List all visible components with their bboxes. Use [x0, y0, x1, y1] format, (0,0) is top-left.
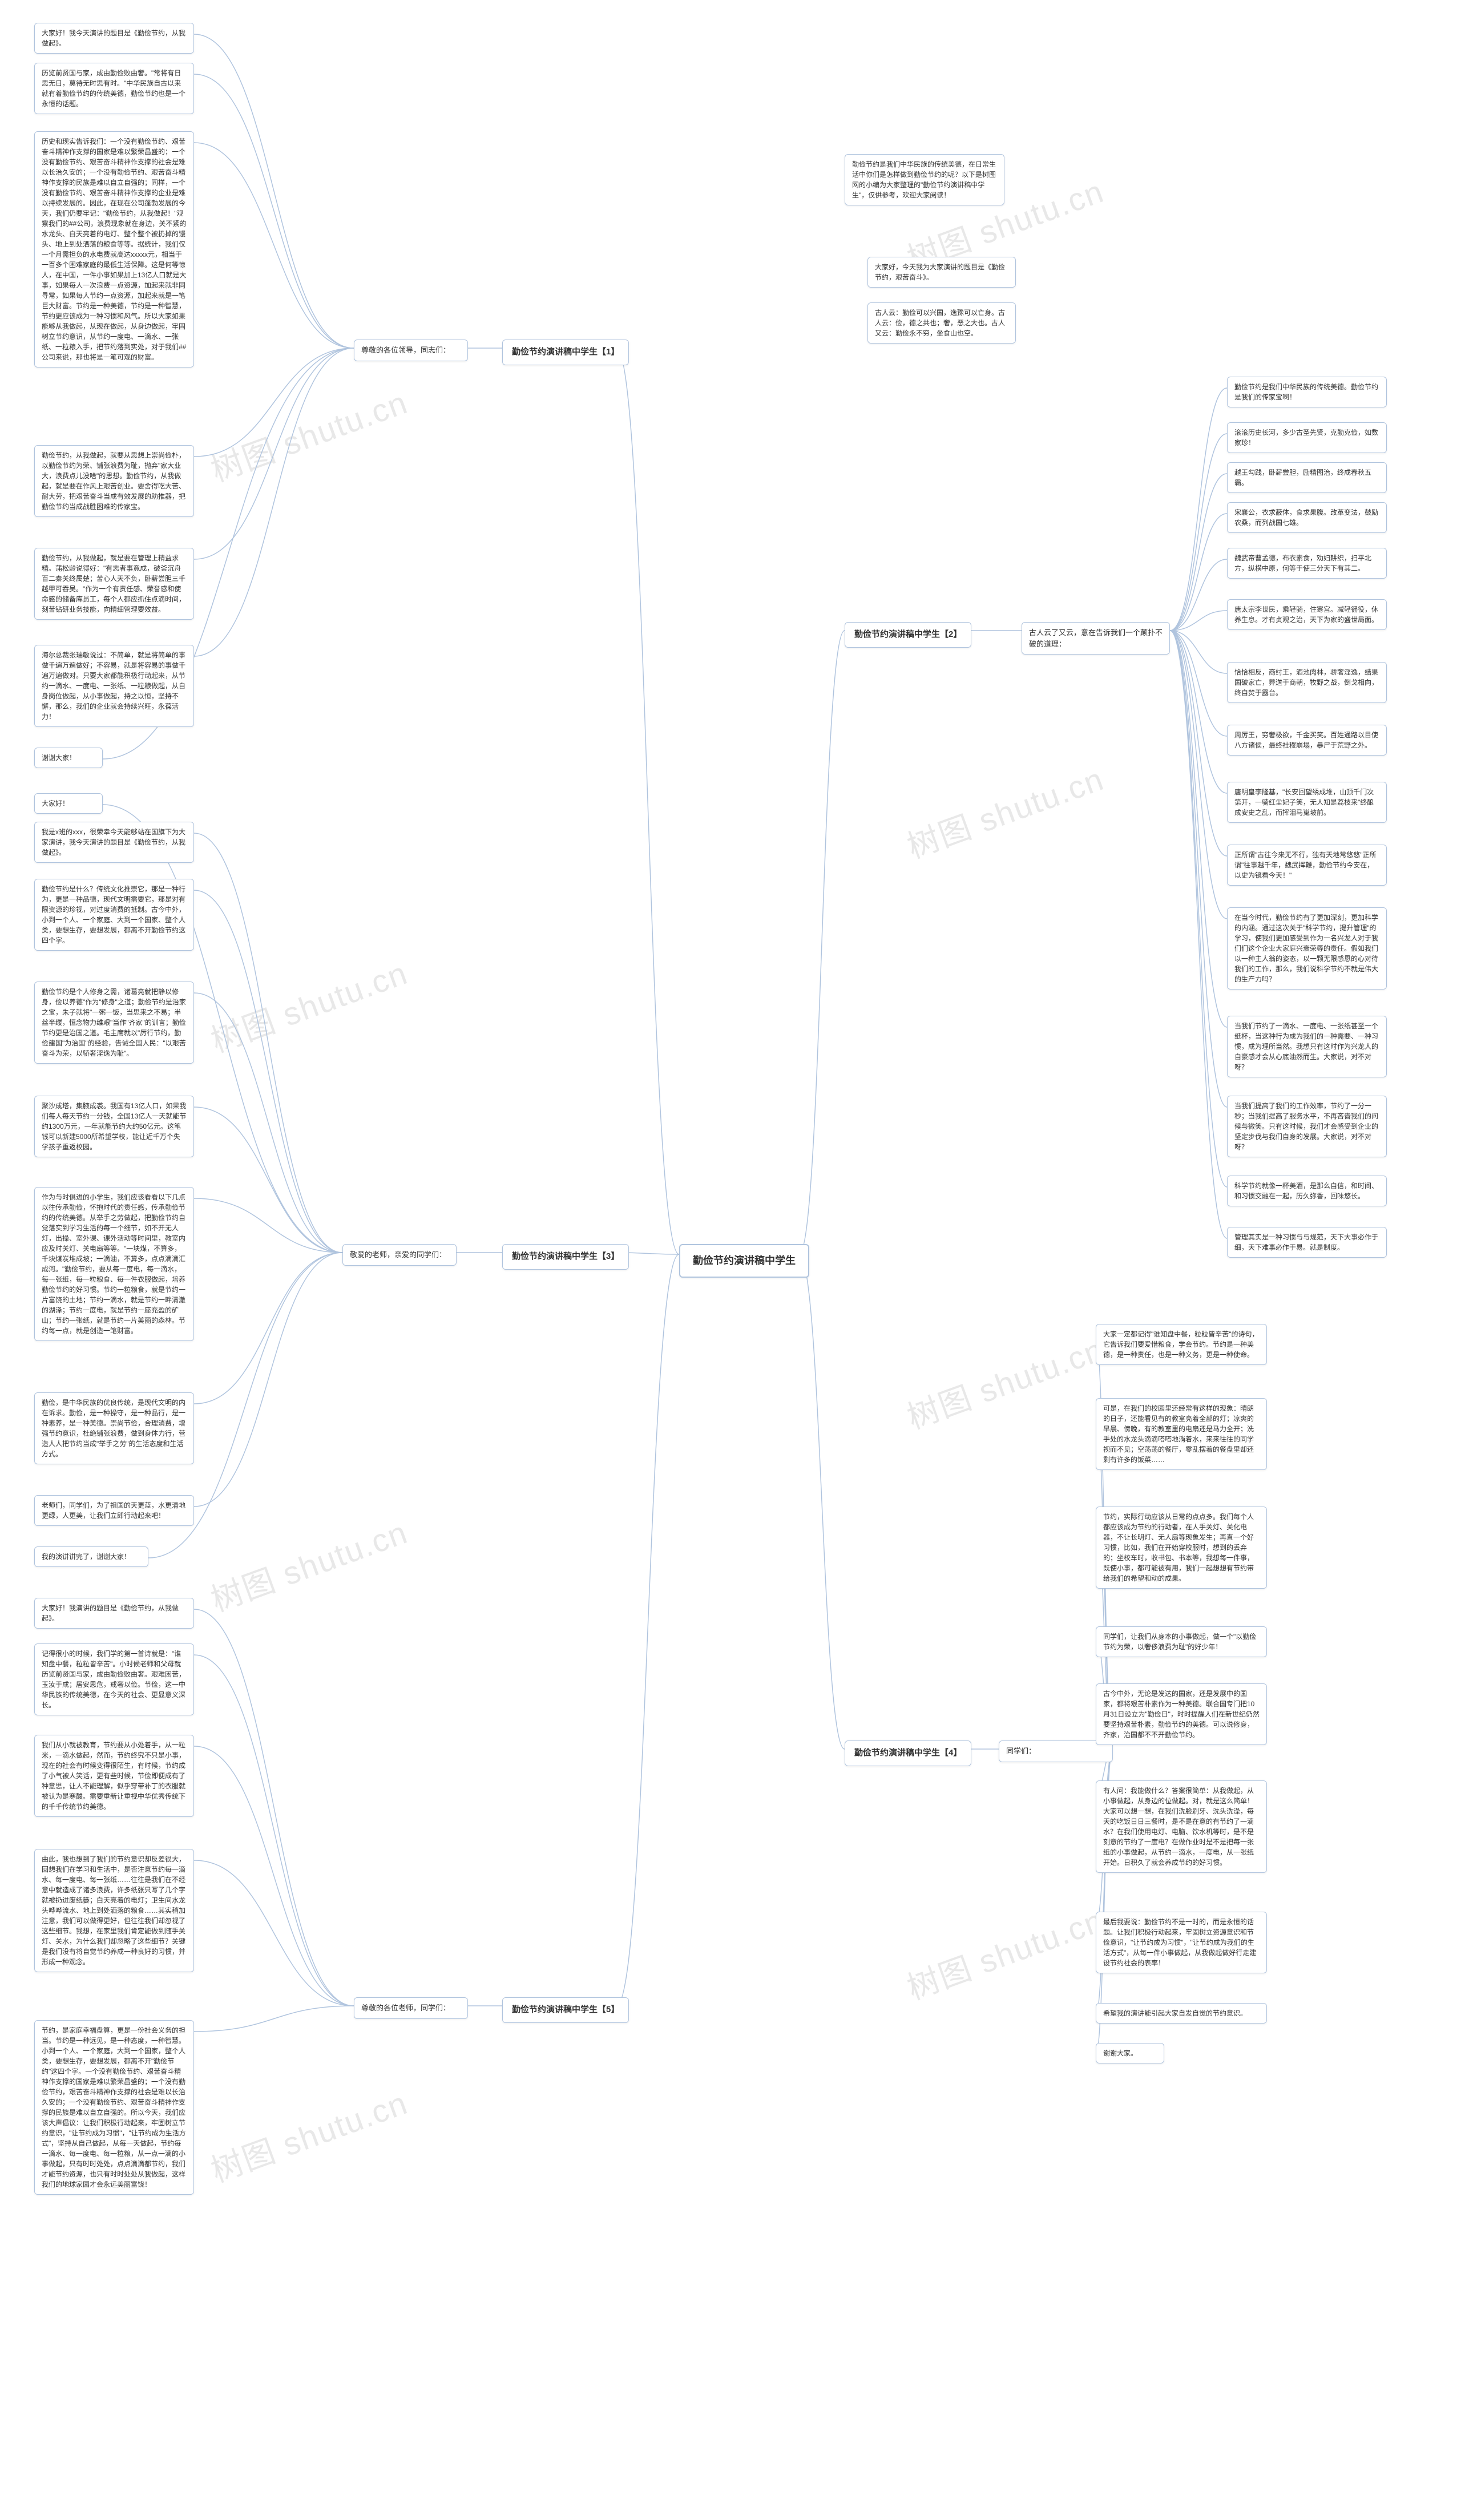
leaf-b2-6: 恰恰相反，商纣王，酒池肉林，骄奢淫逸，结果国破家亡，葬送于商朝，牧野之战，倒戈相…: [1227, 662, 1387, 703]
intro-b2-1: 大家好，今天我为大家演讲的题目是《勤俭节约，艰苦奋斗》。: [867, 257, 1016, 288]
leaf-b3-0: 大家好！: [34, 793, 103, 814]
leaf-b1-5: 海尔总裁张瑞敏说过：不简单，就是将简单的事做千遍万遍做好；不容易，就是将容易的事…: [34, 645, 194, 727]
leaf-b4-0: 大家一定都记得"谁知盘中餐，粒粒皆辛苦"的诗句，它告诉我们要爱惜粮食，学会节约。…: [1096, 1324, 1267, 1365]
center-node: 勤俭节约演讲稿中学生: [679, 1244, 809, 1278]
leaf-b3-3: 勤俭节约是个人修身之需，诸葛亮就把静以修身，俭以养德"作为"修身"之道；勤俭节约…: [34, 982, 194, 1064]
leaf-b5-4: 节约，是家庭幸福盘算，更是一份社会义务的担当。节约是一种远见，是一种态度，一种智…: [34, 2020, 194, 2195]
intro-b2-0: 勤俭节约是我们中华民族的传统美德，在日常生活中你们是怎样做到勤俭节约的呢？以下是…: [845, 154, 1004, 205]
leaf-b2-1: 滚滚历史长河，多少古圣先贤，克勤克俭，如数家珍！: [1227, 422, 1387, 453]
leaf-b1-0: 大家好！我今天演讲的题目是《勤俭节约，从我做起》。: [34, 23, 194, 54]
branch-b1: 勤俭节约演讲稿中学生【1】: [502, 340, 629, 365]
sub-b5: 尊敬的各位老师，同学们：: [354, 1997, 468, 2019]
leaf-b2-10: 在当今时代，勤俭节约有了更加深刻，更加科学的内涵。通过这次关于"科学节约，提升管…: [1227, 907, 1387, 990]
leaf-b3-7: 老师们，同学们，为了祖国的天更蓝，水更清地更绿，人更美，让我们立即行动起来吧！: [34, 1495, 194, 1526]
intro-b2-2: 古人云：勤俭可以兴国，逸豫可以亡身。古人云：俭，德之共也；奢，恶之大也。古人又云…: [867, 302, 1016, 344]
sub-b2: 古人云了又云，意在告诉我们一个颠扑不破的道理：: [1022, 622, 1170, 655]
watermark: 树图 shutu.cn: [900, 1324, 1109, 1439]
leaf-b1-2: 历史和现实告诉我们：一个没有勤俭节约、艰苦奋斗精神作支撑的国家是难以繁荣昌盛的；…: [34, 131, 194, 368]
leaf-b2-9: 正所谓"古往今来无不行，独有天地常悠悠"正所谓"往事越千年，魏武挥鞭，勤俭节约今…: [1227, 845, 1387, 886]
leaf-b2-14: 管理其实是一种习惯与与规范，天下大事必作于细，天下难事必作于易。就是制度。: [1227, 1227, 1387, 1258]
branch-b5: 勤俭节约演讲稿中学生【5】: [502, 1997, 629, 2023]
leaf-b3-4: 聚沙成塔，集腋成裘。我国有13亿人口，如果我们每人每天节约一分钱，全国13亿人一…: [34, 1096, 194, 1157]
leaf-b2-4: 魏武帝曹孟德，布衣素食，劝妇耕织，扫平北方，纵横中原，何等于使三分天下有其二。: [1227, 548, 1387, 579]
leaf-b5-3: 由此，我也想到了我们的节约意识却反差很大，回想我们在学习和生活中，是否注意节约每…: [34, 1849, 194, 1972]
watermark: 树图 shutu.cn: [204, 377, 413, 491]
leaf-b2-8: 唐明皇李隆基，"长安回望绣成堆，山顶千门次第开，一骑红尘妃子笑，无人知是荔枝来"…: [1227, 782, 1387, 823]
leaf-b4-4: 古今中外，无论是发达的国家，还是发展中的国家，都将艰苦朴素作为一种美德。联合国专…: [1096, 1683, 1267, 1745]
leaf-b1-3: 勤俭节约，从我做起，就要从思想上崇尚俭朴，以勤俭节约为荣、铺张浪费为耻，抛弃"家…: [34, 445, 194, 517]
leaf-b2-12: 当我们提高了我们的工作效率，节约了一分一秒；当我们提高了服务水平，不再吝啬我们的…: [1227, 1096, 1387, 1157]
leaf-b4-7: 希望我的演讲能引起大家自发自觉的节约意识。: [1096, 2003, 1267, 2024]
branch-b3: 勤俭节约演讲稿中学生【3】: [502, 1244, 629, 1270]
leaf-b2-5: 唐太宗李世民，乘轻骑，住寒宫。减轻徭役，休养生息。才有贞观之治，天下为家的盛世局…: [1227, 599, 1387, 630]
leaf-b1-1: 历览前贤国与家，成由勤俭败由奢。"常将有日思无日，莫待无时思有时。"中华民族自古…: [34, 63, 194, 114]
branch-b2: 勤俭节约演讲稿中学生【2】: [845, 622, 971, 648]
leaf-b1-4: 勤俭节约，从我做起，就是要在管理上精益求精。蒲松龄说得好："有志者事竟成，破釜沉…: [34, 548, 194, 620]
leaf-b4-6: 最后我要说：勤俭节约不是一时的，而是永恒的话题。让我们积极行动起来，牢固树立资源…: [1096, 1912, 1267, 1973]
leaf-b4-5: 有人问：我能做什么？答案很简单：从我做起，从小事做起，从身边的位做起。对，就是这…: [1096, 1780, 1267, 1873]
leaf-b2-3: 宋襄公，衣求蔽体，食求果腹。改革变法，鼓励农桑，而列战国七雄。: [1227, 502, 1387, 533]
leaf-b4-2: 节约，实际行动应该从日常的点点多。我们每个人都应该成为节约的行动者，在人手关灯、…: [1096, 1507, 1267, 1589]
leaf-b2-7: 周厉王，穷奢极欲，千金买笑。百姓通路以目使八方诸侯，最终社稷崩塌，暴尸于荒野之外…: [1227, 725, 1387, 756]
sub-b4: 同学们：: [999, 1740, 1113, 1762]
leaf-b4-3: 同学们，让我们从身本的小事做起，做一个"以勤俭节约为荣，以奢侈浪费为耻"的好少年…: [1096, 1626, 1267, 1657]
leaf-b4-1: 可是，在我们的校园里还经常有这样的现象：晴朗的日子，还能看见有的教室亮着全部的灯…: [1096, 1398, 1267, 1470]
watermark: 树图 shutu.cn: [204, 1507, 413, 1621]
leaf-b5-0: 大家好！我演讲的题目是《勤俭节约，从我做起》。: [34, 1598, 194, 1629]
branch-b4: 勤俭节约演讲稿中学生【4】: [845, 1740, 971, 1766]
leaf-b2-11: 当我们节约了一滴水、一度电、一张纸甚至一个纸杯，当这种行为成为我们的一种需要、一…: [1227, 1016, 1387, 1077]
watermark: 树图 shutu.cn: [900, 754, 1109, 868]
leaf-b5-2: 我们从小就被教育，节约要从小处着手，从一粒米，一滴水做起，然而，节约终究不只是小…: [34, 1735, 194, 1817]
leaf-b2-2: 越王勾践，卧薪尝胆，励精图治，终成春秋五霸。: [1227, 462, 1387, 493]
watermark: 树图 shutu.cn: [204, 948, 413, 1062]
leaf-b2-0: 勤俭节约是我们中华民族的传统美德。勤俭节约是我们的传家宝啊！: [1227, 377, 1387, 407]
sub-b1: 尊敬的各位领导，同志们：: [354, 340, 468, 361]
leaf-b2-13: 科学节约就像一杯美酒，是那么自信，和时间、和习惯交融在一起，历久弥香，回味悠长。: [1227, 1176, 1387, 1206]
watermark: 树图 shutu.cn: [204, 2078, 413, 2192]
leaf-b3-8: 我的演讲讲完了，谢谢大家！: [34, 1546, 148, 1567]
leaf-b3-5: 作为与时俱进的小学生，我们应该看看以下几点以往传承勤俭，怀抱时代的责任感，传承勤…: [34, 1187, 194, 1341]
leaf-b1-6: 谢谢大家！: [34, 748, 103, 768]
sub-b3: 敬爱的老师，亲爱的同学们：: [342, 1244, 457, 1266]
leaf-b3-2: 勤俭节约是什么？传统文化推崇它，那是一种行为，更是一种品德，现代文明需要它，那是…: [34, 879, 194, 951]
leaf-b5-1: 记得很小的时候，我们学的第一首诗就是："谁知盘中餐，粒粒皆辛苦"。小时候老师和父…: [34, 1643, 194, 1715]
watermark: 树图 shutu.cn: [900, 1895, 1109, 2009]
leaf-b3-1: 我是x班的xxx，很荣幸今天能够站在国旗下为大家演讲，我今天演讲的题目是《勤俭节…: [34, 822, 194, 863]
leaf-b3-6: 勤俭，是中华民族的优良传统，是现代文明的内在诉求。勤俭，是一种操守，是一种品行，…: [34, 1392, 194, 1464]
leaf-b4-8: 谢谢大家。: [1096, 2043, 1164, 2063]
